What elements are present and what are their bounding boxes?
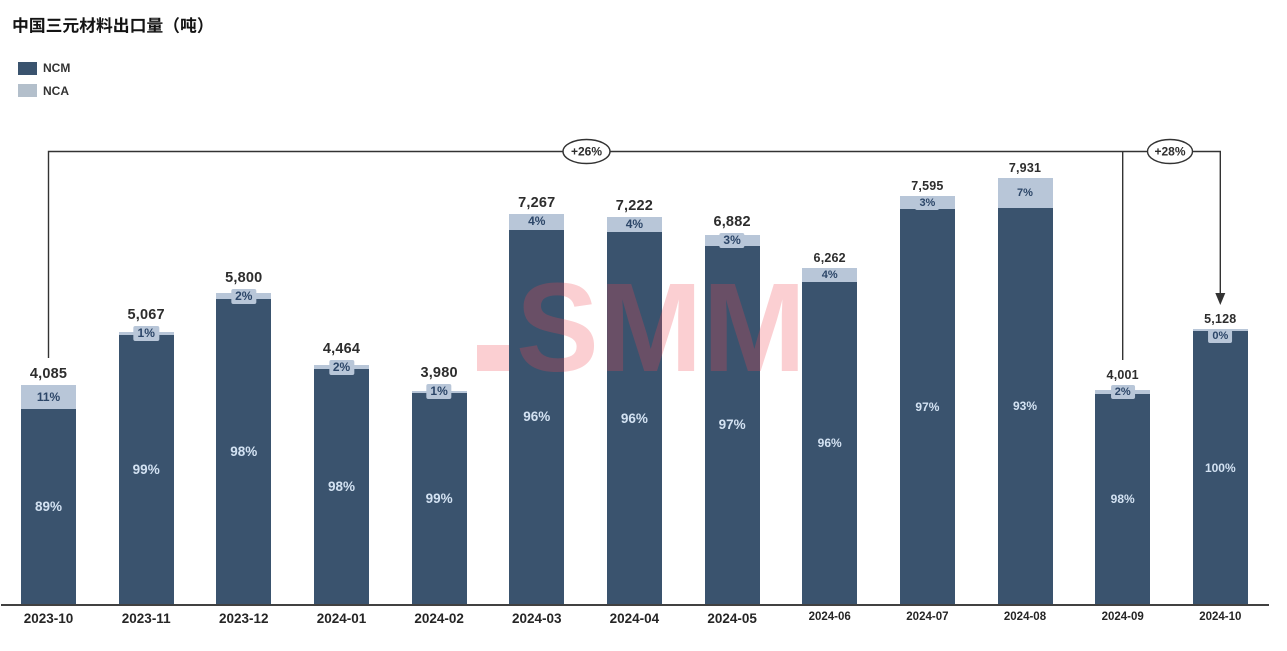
svg-text:+26%: +26% (571, 145, 602, 159)
svg-text:+28%: +28% (1154, 145, 1185, 159)
